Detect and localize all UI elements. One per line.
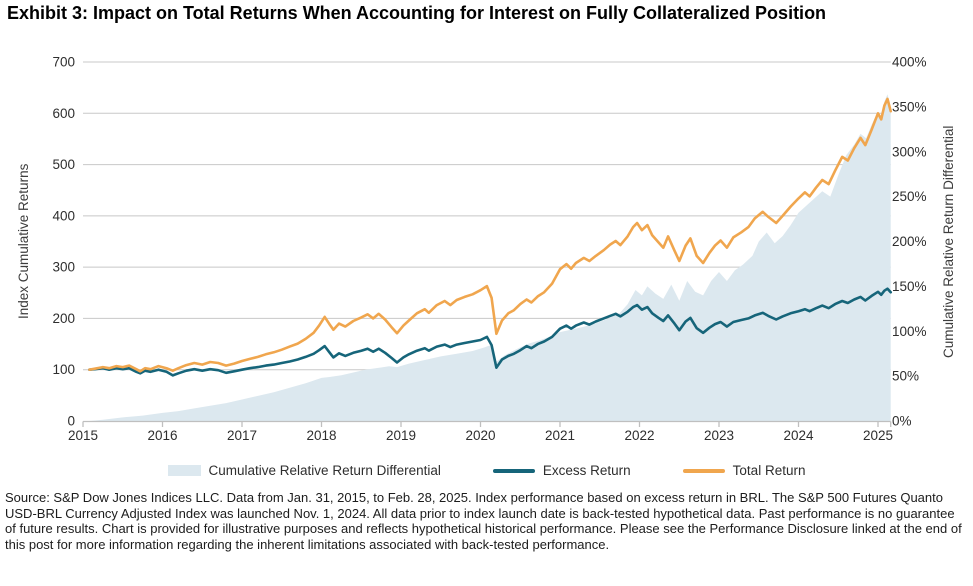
right-axis-tick-label: 350% [892,99,927,114]
right-axis-tick-label: 150% [892,279,927,294]
legend-label: Cumulative Relative Return Differential [208,463,441,478]
x-axis-tick-label: 2022 [624,428,654,443]
x-axis-tick-label: 2021 [545,428,575,443]
right-axis-tick-label: 100% [892,324,927,339]
right-axis-tick-label: 250% [892,189,927,204]
x-axis-tick-label: 2015 [68,428,98,443]
total-return-line-swatch-icon [682,468,725,473]
source-note: Source: S&P Dow Jones Indices LLC. Data … [5,490,962,553]
x-axis-tick-label: 2025 [863,428,893,443]
left-axis-title: Index Cumulative Returns [16,163,31,320]
left-axis-tick-label: 100 [52,362,75,377]
x-axis-tick-label: 2024 [783,428,814,443]
legend-item-differential: Cumulative Relative Return Differential [167,463,441,478]
right-axis-tick-label: 400% [892,55,927,70]
x-axis-tick-label: 2018 [306,428,336,443]
excess-return-line-swatch-icon [492,468,535,473]
left-axis-tick-label: 500 [52,157,75,172]
left-axis-tick-label: 300 [52,260,75,275]
left-axis-tick-label: 200 [52,311,75,326]
left-axis-tick-label: 700 [52,55,75,70]
right-axis-title: Cumulative Relative Return Differential [941,125,956,358]
right-axis-tick-label: 50% [892,369,919,384]
x-axis-tick-label: 2016 [147,428,177,443]
legend-label: Excess Return [542,463,631,478]
chart-legend: Cumulative Relative Return Differential … [0,463,973,478]
x-axis-tick-label: 2019 [386,428,416,443]
left-axis-tick-label: 0 [67,414,75,429]
differential-area-swatch-icon [167,465,201,476]
x-axis-tick-label: 2020 [465,428,495,443]
right-axis-tick-label: 200% [892,234,927,249]
right-axis-tick-label: 0% [892,414,912,429]
chart-plot-area: 0 100 200 300 400 500 600 700 0% 50% 100% 150% 200% 2… [52,55,927,444]
legend-item-excess-return: Excess Return [492,463,631,478]
right-axis-tick-label: 300% [892,144,927,159]
series-area-cumulative-relative-return-differential [89,94,891,422]
chart-title: Exhibit 3: Impact on Total Returns When … [7,3,827,23]
legend-label: Total Return [732,463,806,478]
x-axis-tick-label: 2017 [227,428,257,443]
left-axis-tick-label: 400 [52,208,75,223]
x-axis-tick-label: 2023 [704,428,734,443]
series-line-excess-return [88,287,893,377]
series-line-total-return [88,97,893,373]
left-axis-tick-label: 600 [52,106,75,121]
legend-item-total-return: Total Return [682,463,806,478]
